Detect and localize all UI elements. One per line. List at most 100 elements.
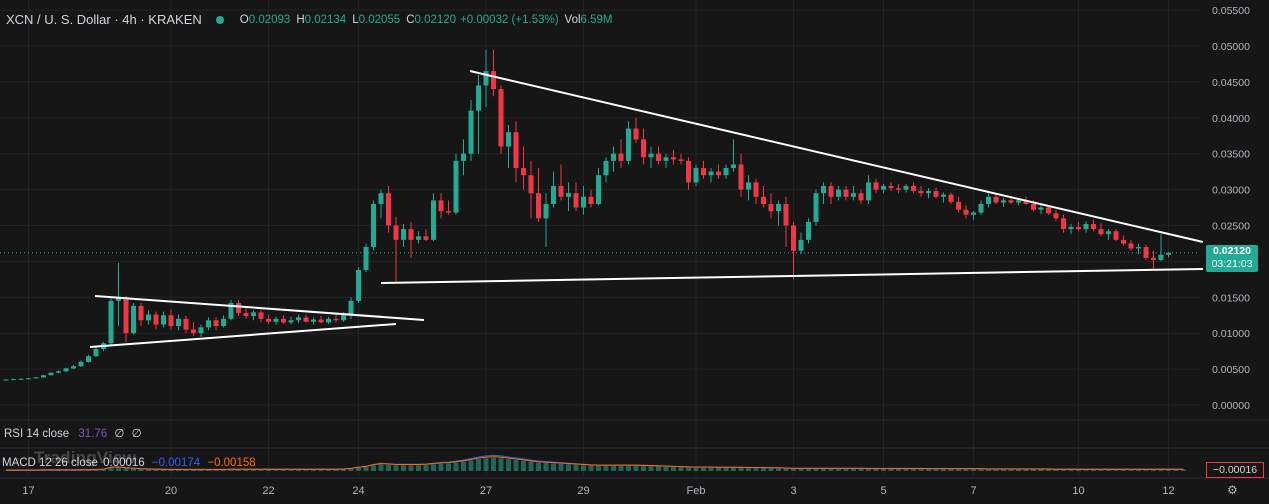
candle-body bbox=[1151, 257, 1156, 260]
macd-hist-bar bbox=[1023, 469, 1029, 471]
candle-body bbox=[993, 196, 999, 203]
y-tick-label: 0.04500 bbox=[1212, 77, 1250, 89]
x-tick-label: 5 bbox=[880, 485, 886, 497]
candle-body bbox=[656, 153, 661, 161]
macd-hist-bar bbox=[78, 470, 84, 471]
macd-hist-bar bbox=[881, 469, 886, 471]
macd-hist-bar bbox=[176, 469, 181, 471]
macd-hist-bar bbox=[543, 463, 549, 471]
macd-hist-bar bbox=[1083, 469, 1089, 471]
macd-hist-bar bbox=[866, 469, 871, 471]
macd-legend[interactable]: MACD 12 26 close 0.00016 −0.00174 −0.001… bbox=[2, 457, 256, 469]
macd-hist-bar bbox=[1068, 469, 1074, 471]
candle-body bbox=[566, 193, 571, 197]
macd-hist-bar bbox=[1158, 469, 1164, 471]
macd-hist-bar bbox=[1166, 469, 1171, 471]
candle-body bbox=[198, 327, 204, 334]
macd-hist-bar bbox=[386, 464, 391, 471]
candle-body bbox=[521, 168, 526, 176]
candle-body bbox=[438, 200, 444, 212]
macd-hist-bar bbox=[716, 467, 721, 471]
candle-body bbox=[378, 193, 384, 204]
macd-hist-bar bbox=[1001, 469, 1006, 471]
macd-hist-bar bbox=[1076, 469, 1081, 471]
candle-body bbox=[1128, 243, 1134, 249]
macd-hist-bar bbox=[1038, 469, 1044, 471]
macd-hist-bar bbox=[348, 469, 354, 471]
candle-body bbox=[1091, 224, 1096, 230]
candle-body bbox=[498, 89, 504, 147]
candle-body bbox=[258, 312, 264, 319]
macd-hist-bar bbox=[693, 467, 699, 471]
macd-hist-bar bbox=[491, 457, 496, 471]
macd-hist-bar bbox=[798, 468, 804, 471]
macd-hist-bar bbox=[236, 469, 241, 471]
change-value: +0.00032 (+1.53%) bbox=[460, 13, 559, 26]
macd-line-value: −0.00174 bbox=[151, 457, 201, 469]
candle-body bbox=[918, 191, 924, 194]
macd-hist-bar bbox=[873, 469, 879, 471]
candle-body bbox=[251, 312, 256, 316]
candle-body bbox=[393, 225, 399, 240]
macd-hist-bar bbox=[776, 468, 781, 471]
macd-hist-bar bbox=[191, 469, 196, 471]
macd-hist-bar bbox=[281, 469, 286, 471]
candle-body bbox=[1098, 229, 1104, 235]
macd-hist-bar bbox=[701, 467, 706, 471]
gear-icon[interactable]: ⚙ bbox=[1227, 483, 1238, 497]
candle-body bbox=[71, 366, 76, 369]
candle-body bbox=[356, 270, 361, 301]
macd-hist-bar bbox=[851, 468, 856, 471]
macd-signal-value: −0.00158 bbox=[207, 457, 256, 469]
macd-signal-line bbox=[6, 456, 1184, 471]
macd-hist-bar bbox=[1121, 469, 1126, 471]
candle-body bbox=[866, 182, 871, 201]
candle-body bbox=[806, 221, 811, 240]
bar-countdown: 03:21:03 bbox=[1211, 258, 1253, 270]
rsi-value: 31.76 bbox=[78, 428, 108, 440]
candle-body bbox=[281, 318, 286, 323]
candle-body bbox=[41, 375, 46, 378]
candle-body bbox=[723, 168, 729, 176]
symbol-title[interactable]: XCN / U. S. Dollar · 4h · KRAKEN bbox=[6, 12, 202, 27]
low-label: L bbox=[352, 13, 359, 26]
tradingview-watermark: TradingView bbox=[34, 448, 137, 467]
candle-body bbox=[948, 194, 954, 202]
macd-hist-bar bbox=[738, 467, 744, 471]
macd-hist-bar bbox=[326, 469, 331, 471]
rsi-legend[interactable]: RSI 14 close 31.76 ∅ ∅ bbox=[4, 426, 142, 440]
candle-body bbox=[821, 186, 826, 194]
candle-body bbox=[236, 303, 241, 314]
macd-hist-bar bbox=[903, 469, 909, 471]
candle-body bbox=[581, 196, 586, 208]
macd-hist-bar bbox=[843, 468, 849, 471]
macd-hist-bar bbox=[288, 469, 294, 471]
candle-body bbox=[468, 110, 474, 154]
x-tick-label: 12 bbox=[1162, 485, 1174, 497]
macd-hist-bar bbox=[1046, 469, 1051, 471]
candle-body bbox=[333, 318, 339, 321]
candle-body bbox=[183, 318, 189, 330]
candle-body bbox=[213, 320, 219, 327]
candle-body bbox=[423, 236, 429, 240]
macd-hist-bar bbox=[581, 465, 586, 471]
candle-body bbox=[798, 239, 804, 251]
macd-hist-bar bbox=[806, 468, 811, 471]
macd-hist-bar bbox=[446, 463, 451, 471]
candle-body bbox=[326, 318, 331, 323]
macd-hist-bar bbox=[678, 467, 684, 471]
candle-body bbox=[633, 128, 639, 140]
macd-hist-bar bbox=[228, 469, 234, 471]
y-tick-label: 0.05000 bbox=[1212, 41, 1250, 53]
macd-hist-bar bbox=[723, 467, 729, 471]
candle-body bbox=[1016, 200, 1021, 203]
candle-body bbox=[903, 186, 909, 190]
candle-body bbox=[161, 315, 166, 325]
volume-value: 6.59M bbox=[580, 13, 613, 26]
triangle-lower-trendline bbox=[380, 268, 1204, 284]
macd-hist-bar bbox=[213, 469, 219, 471]
macd-hist-bar bbox=[168, 469, 174, 471]
candle-body bbox=[573, 193, 579, 208]
candle-body bbox=[843, 189, 849, 197]
